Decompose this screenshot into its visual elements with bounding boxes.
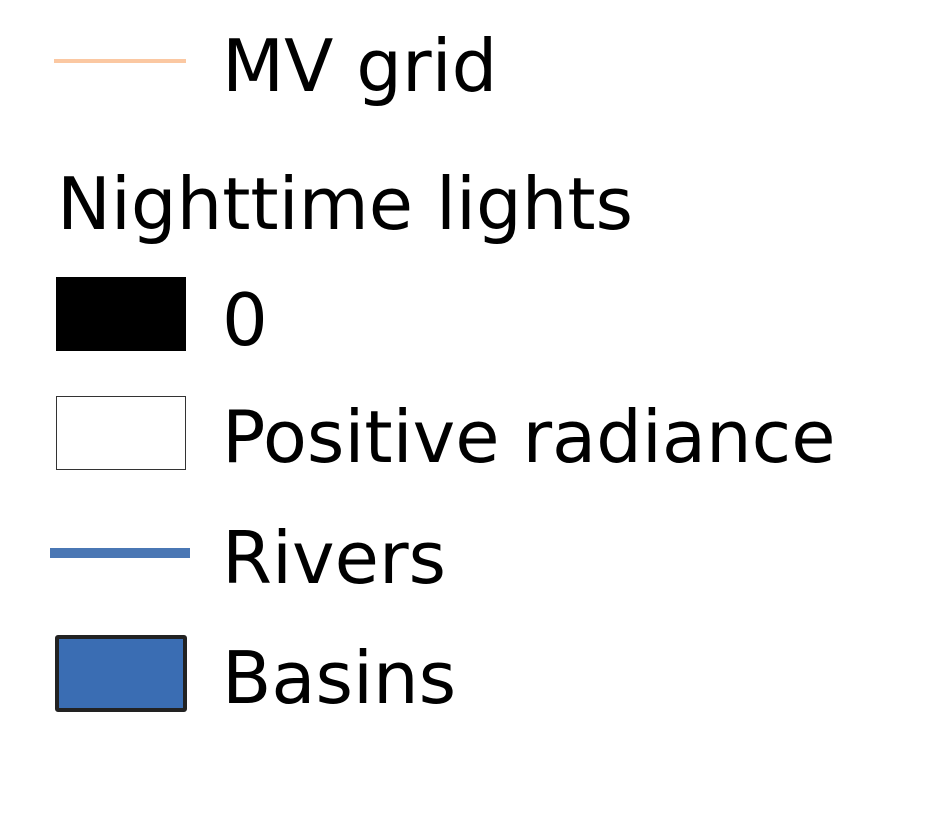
nighttime-zero-label: 0	[222, 278, 268, 362]
mv-grid-label: MV grid	[222, 24, 498, 108]
basins-label: Basins	[222, 636, 457, 720]
nighttime-zero-swatch	[56, 277, 186, 351]
nighttime-positive-swatch	[56, 396, 186, 470]
rivers-line-swatch	[50, 548, 190, 558]
nighttime-positive-label: Positive radiance	[222, 395, 836, 479]
mv-grid-line-swatch	[54, 59, 186, 63]
nighttime-lights-title: Nighttime lights	[57, 162, 634, 246]
basins-swatch	[55, 635, 187, 712]
rivers-label: Rivers	[222, 516, 447, 600]
